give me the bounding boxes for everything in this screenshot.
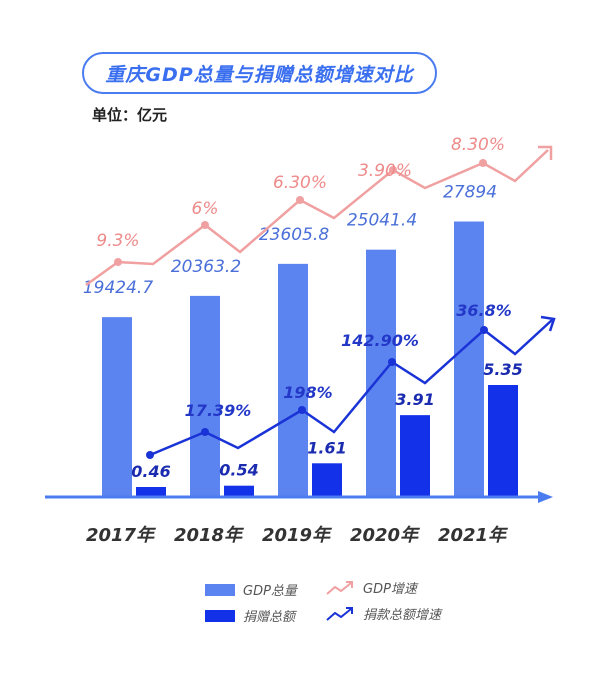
x-tick-label-4: 2020年 bbox=[350, 525, 421, 546]
legend-gdp-total: GDP总量 bbox=[205, 580, 297, 599]
unit-label: 单位：亿元 bbox=[92, 106, 168, 124]
gdp-growth-point-3 bbox=[296, 196, 304, 204]
x-axis-arrowhead bbox=[538, 491, 553, 503]
donation-value-label-4: 3.91 bbox=[395, 390, 434, 409]
legend-donation-growth-icon bbox=[326, 606, 353, 621]
gdp-growth-label-1: 9.3% bbox=[96, 231, 139, 251]
donation-value-label-1: 0.46 bbox=[131, 462, 170, 481]
donation-growth-point-2 bbox=[201, 428, 209, 436]
donation-growth-label-3: 198% bbox=[283, 383, 332, 402]
donation-growth-label-5: 36.8% bbox=[456, 301, 512, 320]
donation-growth-line bbox=[149, 319, 553, 457]
gdp-growth-label-4: 3.90% bbox=[358, 161, 412, 181]
donation-bar-4 bbox=[400, 415, 430, 497]
donation-growth-point-5 bbox=[480, 326, 488, 334]
legend-donation-total-swatch bbox=[205, 609, 235, 622]
legend-gdp-growth-label: GDP增速 bbox=[363, 582, 417, 597]
gdp-growth-label-5: 8.30% bbox=[451, 135, 505, 155]
x-tick-label-1: 2017年 bbox=[86, 525, 157, 546]
gdp-bar-1 bbox=[102, 317, 132, 497]
gdp-bar-5 bbox=[454, 221, 484, 497]
x-tick-label-3: 2019年 bbox=[262, 525, 333, 546]
gdp-value-label-2: 20363.2 bbox=[171, 257, 241, 277]
gdp-growth-line bbox=[85, 149, 549, 287]
donation-growth-label-4: 142.90% bbox=[341, 331, 419, 350]
legend-donation-total-label: 捐赠总额 bbox=[243, 610, 296, 625]
legend-donation-growth: 捐款总额增速 bbox=[325, 604, 441, 623]
gdp-value-label-1: 19424.7 bbox=[83, 278, 153, 298]
donation-bar-2 bbox=[224, 485, 254, 497]
donation-value-label-2: 0.54 bbox=[219, 461, 258, 480]
gdp-value-label-3: 23605.8 bbox=[259, 225, 329, 245]
legend-donation-total: 捐赠总额 bbox=[205, 606, 295, 625]
legend-donation-growth-label: 捐款总额增速 bbox=[363, 608, 442, 623]
donation-growth-arrowhead bbox=[540, 315, 556, 332]
legend-gdp-growth: GDP增速 bbox=[325, 578, 417, 597]
legend-gdp-total-swatch bbox=[205, 583, 235, 596]
x-tick-label-5: 2021年 bbox=[438, 525, 509, 546]
donation-growth-label-2: 17.39% bbox=[185, 401, 252, 420]
donation-bar-5 bbox=[488, 385, 518, 497]
gdp-growth-point-5 bbox=[479, 159, 487, 167]
gdp-growth-point-1 bbox=[114, 258, 122, 266]
donation-value-label-3: 1.61 bbox=[307, 438, 346, 457]
gdp-value-label-4: 25041.4 bbox=[347, 211, 417, 231]
legend-gdp-total-label: GDP总量 bbox=[243, 584, 297, 599]
gdp-growth-point-2 bbox=[201, 221, 209, 229]
gdp-growth-point-4 bbox=[389, 166, 397, 174]
legend-gdp-growth-icon bbox=[326, 580, 353, 595]
gdp-bar-3 bbox=[278, 263, 308, 497]
donation-growth-point-3 bbox=[298, 406, 306, 414]
donation-bar-3 bbox=[312, 463, 342, 497]
x-tick-label-2: 2018年 bbox=[174, 525, 245, 546]
gdp-value-label-5: 27894 bbox=[443, 183, 497, 203]
donation-growth-point-1 bbox=[146, 451, 154, 459]
donation-bar-1 bbox=[136, 487, 166, 497]
donation-growth-point-4 bbox=[388, 358, 396, 366]
chart-title: 重庆GDP总量与捐赠总额增速对比 bbox=[105, 63, 414, 86]
gdp-bar-2 bbox=[190, 295, 220, 497]
gdp-growth-label-2: 6% bbox=[192, 199, 219, 219]
gdp-growth-arrowhead bbox=[538, 145, 553, 160]
chart-title-box: 重庆GDP总量与捐赠总额增速对比 bbox=[82, 52, 437, 94]
donation-value-label-5: 5.35 bbox=[483, 360, 522, 379]
gdp-growth-label-3: 6.30% bbox=[273, 173, 327, 193]
